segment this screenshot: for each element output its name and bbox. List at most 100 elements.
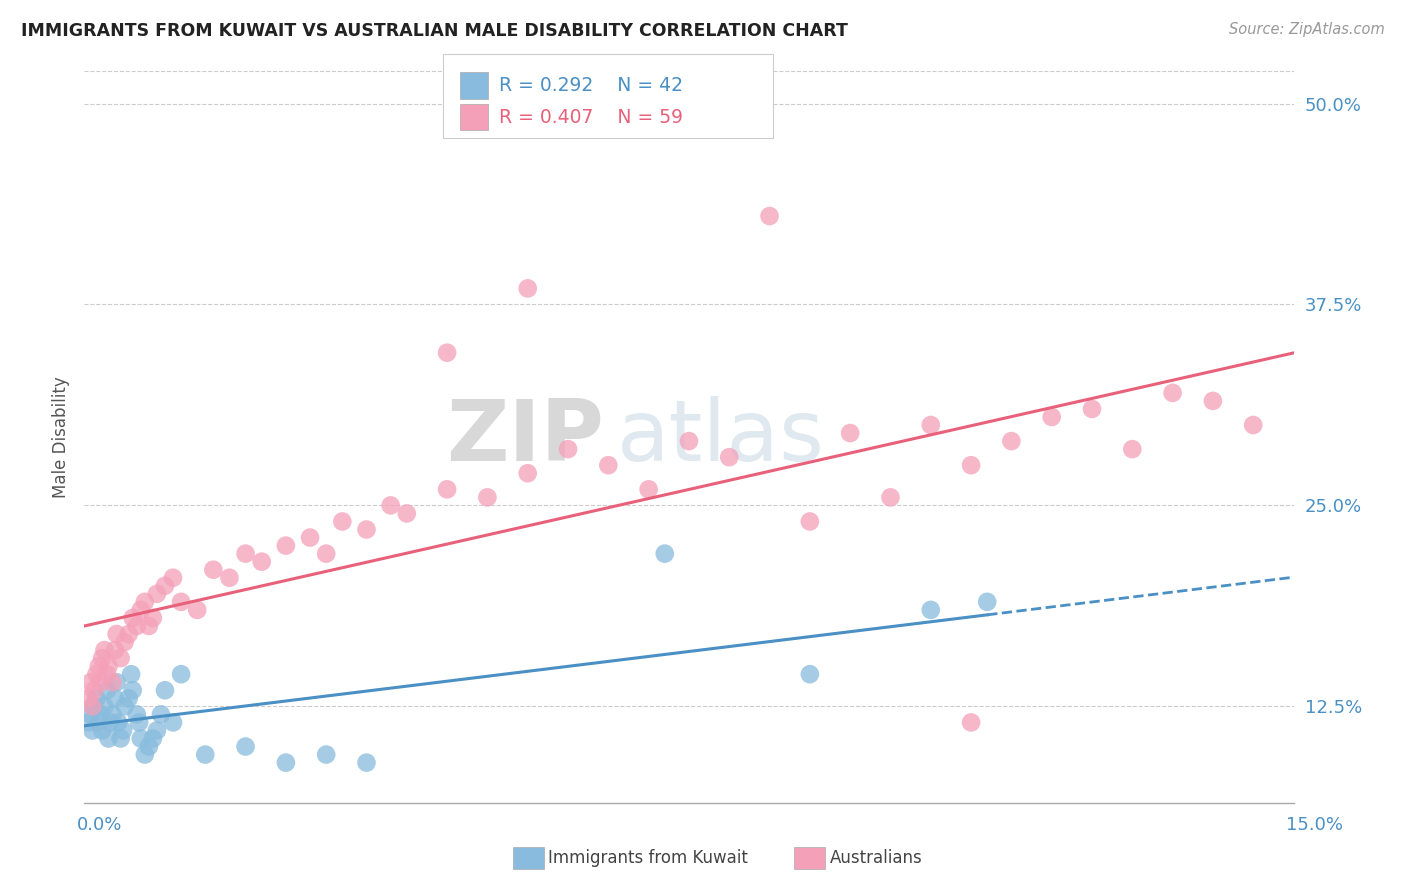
Point [235,547,257,561]
Point [114,699,136,714]
Point [153,579,176,593]
Point [839,425,862,440]
Text: Immigrants from Kuwait: Immigrants from Kuwait [548,849,748,867]
Point [110,731,132,746]
Point [86,667,108,681]
Point [274,756,297,770]
Point [107,715,129,730]
Point [170,667,193,681]
Point [82,699,104,714]
Point [101,707,124,722]
Point [315,547,337,561]
Point [758,209,780,223]
Point [395,507,418,521]
Point [146,723,169,738]
Point [128,715,150,730]
Point [91,723,114,738]
Point [516,281,538,295]
Point [104,691,127,706]
Text: 15.0%: 15.0% [1285,816,1343,834]
Text: IMMIGRANTS FROM KUWAIT VS AUSTRALIAN MALE DISABILITY CORRELATION CHART: IMMIGRANTS FROM KUWAIT VS AUSTRALIAN MAL… [21,22,848,40]
Text: Australians: Australians [830,849,922,867]
Point [194,747,217,762]
Point [637,483,659,497]
Point [799,515,821,529]
Text: 0.0%: 0.0% [77,816,122,834]
Point [218,571,240,585]
Point [114,635,136,649]
Point [1121,442,1143,457]
Text: R = 0.292    N = 42: R = 0.292 N = 42 [499,76,683,95]
Point [121,611,143,625]
Point [93,699,115,714]
Point [105,675,128,690]
Point [162,715,184,730]
Point [1040,409,1063,424]
Point [83,683,105,698]
Point [125,707,148,722]
Point [93,643,115,657]
Point [149,707,172,722]
Point [110,651,132,665]
Text: Source: ZipAtlas.com: Source: ZipAtlas.com [1229,22,1385,37]
Point [654,547,676,561]
Point [101,675,124,690]
Point [129,603,152,617]
Point [678,434,700,449]
Point [170,595,193,609]
Point [91,651,114,665]
Point [80,707,103,722]
Point [436,483,458,497]
Point [1000,434,1022,449]
Point [118,691,141,706]
Point [104,643,127,657]
Point [1202,393,1225,408]
Point [105,627,128,641]
Point [142,611,165,625]
Point [299,531,322,545]
Point [129,731,152,746]
Point [960,715,983,730]
Point [98,715,121,730]
Point [77,715,100,730]
Point [96,683,118,698]
Point [77,691,100,706]
Text: ZIP: ZIP [447,395,605,479]
Point [718,450,741,465]
Point [330,515,353,529]
Point [436,345,458,359]
Text: R = 0.407    N = 59: R = 0.407 N = 59 [499,108,683,127]
Point [118,627,141,641]
Point [879,491,901,505]
Point [274,539,297,553]
Point [1161,385,1184,400]
Point [1241,417,1264,432]
Point [202,563,225,577]
Point [82,723,104,738]
Point [153,683,176,698]
Point [920,603,942,617]
Point [87,659,110,673]
Point [598,458,620,473]
Point [134,747,156,762]
Point [89,707,111,722]
Point [83,699,105,714]
Point [380,499,402,513]
Point [516,467,538,481]
Point [89,675,111,690]
Point [80,675,103,690]
Point [799,667,821,681]
Point [112,723,135,738]
Point [121,683,143,698]
Point [120,667,142,681]
Text: atlas: atlas [616,395,824,479]
Point [125,619,148,633]
Point [86,691,108,706]
Point [356,756,378,770]
Point [87,715,110,730]
Point [142,731,165,746]
Point [1081,401,1104,416]
Point [960,458,983,473]
Point [138,619,160,633]
Point [920,417,942,432]
